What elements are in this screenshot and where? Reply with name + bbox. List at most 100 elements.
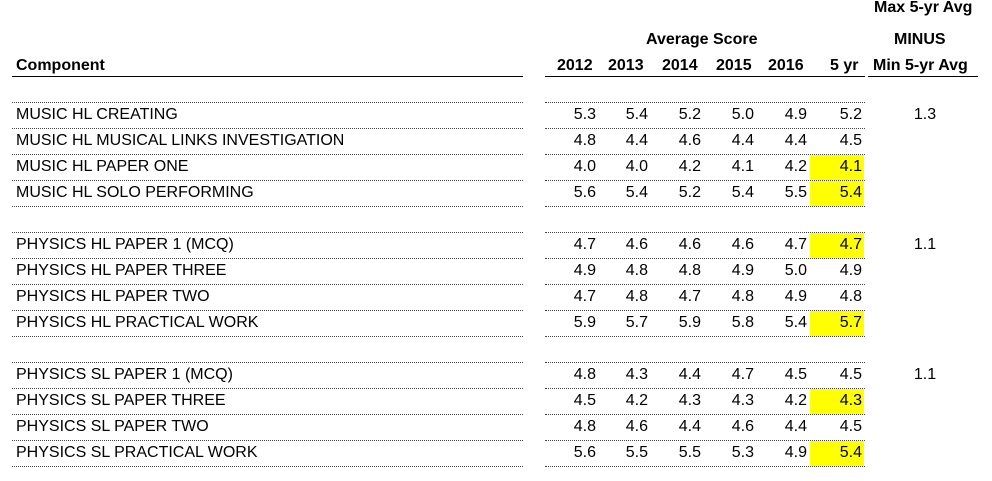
- score-cell: 4.6: [678, 132, 701, 149]
- maxmin-value: 1.1: [913, 236, 937, 253]
- score-cell: 5.4: [625, 184, 648, 201]
- score-cell: 5.7: [625, 314, 648, 331]
- highlight-fill: [810, 311, 864, 336]
- score-cell: 5.9: [678, 314, 701, 331]
- score-cell: 4.9: [731, 262, 754, 279]
- header-year-2016: 2016: [768, 57, 804, 74]
- score-cell: 4.8: [625, 262, 648, 279]
- score-cell: 4.5: [573, 392, 596, 409]
- five-year-average: 5.4: [839, 444, 862, 461]
- score-cell: 5.2: [678, 106, 701, 123]
- row-separator: [545, 258, 865, 259]
- five-year-average: 4.7: [839, 236, 862, 253]
- component-name: MUSIC HL MUSICAL LINKS INVESTIGATION: [16, 132, 345, 149]
- score-cell: 4.6: [731, 236, 754, 253]
- score-cell: 4.2: [784, 392, 807, 409]
- score-cell: 4.8: [678, 262, 701, 279]
- score-cell: 5.4: [625, 106, 648, 123]
- row-separator: [12, 310, 523, 311]
- row-separator: [545, 128, 865, 129]
- group-separator: [12, 102, 523, 103]
- component-name: PHYSICS HL PAPER 1 (MCQ): [16, 236, 234, 253]
- score-cell: 4.3: [731, 392, 754, 409]
- score-cell: 4.7: [573, 236, 596, 253]
- row-separator: [12, 388, 523, 389]
- component-name: PHYSICS SL PRACTICAL WORK: [16, 444, 258, 461]
- highlight-fill: [810, 441, 864, 466]
- header-underline-scores: [545, 76, 865, 77]
- score-cell: 4.6: [625, 418, 648, 435]
- score-cell: 4.7: [678, 288, 701, 305]
- row-separator: [12, 466, 523, 467]
- group-separator: [545, 362, 865, 363]
- row-separator: [12, 440, 523, 441]
- row-separator: [545, 180, 865, 181]
- group-separator: [545, 232, 865, 233]
- header-5yr: 5 yr: [830, 57, 859, 74]
- score-cell: 4.4: [625, 132, 648, 149]
- score-cell: 4.0: [625, 158, 648, 175]
- row-separator: [12, 258, 523, 259]
- header-component: Component: [16, 57, 105, 74]
- header-underline-component: [12, 76, 523, 77]
- component-name: MUSIC HL SOLO PERFORMING: [16, 184, 254, 201]
- score-cell: 4.9: [784, 106, 807, 123]
- score-cell: 4.8: [573, 418, 596, 435]
- score-cell: 5.5: [784, 184, 807, 201]
- five-year-average: 5.4: [839, 184, 862, 201]
- header-year-2015: 2015: [716, 57, 752, 74]
- row-separator: [545, 310, 865, 311]
- header-year-2014: 2014: [662, 57, 698, 74]
- score-cell: 4.7: [784, 236, 807, 253]
- five-year-average: 4.5: [839, 132, 862, 149]
- score-cell: 4.0: [573, 158, 596, 175]
- highlight-fill: [810, 155, 864, 180]
- score-cell: 4.6: [625, 236, 648, 253]
- header-year-2012: 2012: [557, 57, 593, 74]
- component-name: MUSIC HL PAPER ONE: [16, 158, 189, 175]
- score-cell: 4.9: [784, 444, 807, 461]
- maxmin-value: 1.1: [913, 366, 937, 383]
- score-cell: 5.6: [573, 444, 596, 461]
- score-cell: 4.3: [625, 366, 648, 383]
- five-year-average: 5.2: [839, 106, 862, 123]
- score-cell: 4.7: [731, 366, 754, 383]
- row-separator: [545, 206, 865, 207]
- score-cell: 4.8: [625, 288, 648, 305]
- score-cell: 4.7: [573, 288, 596, 305]
- score-cell: 4.4: [784, 132, 807, 149]
- row-separator: [545, 154, 865, 155]
- score-cell: 5.3: [731, 444, 754, 461]
- highlight-fill: [810, 233, 864, 258]
- row-separator: [12, 206, 523, 207]
- score-cell: 4.4: [731, 132, 754, 149]
- score-cell: 4.8: [731, 288, 754, 305]
- maxmin-value: 1.3: [913, 106, 937, 123]
- component-name: MUSIC HL CREATING: [16, 106, 178, 123]
- group-separator: [12, 232, 523, 233]
- component-name: PHYSICS HL PRACTICAL WORK: [16, 314, 259, 331]
- row-separator: [12, 128, 523, 129]
- score-cell: 5.0: [731, 106, 754, 123]
- header-underline-maxmin: [868, 76, 978, 77]
- row-separator: [545, 414, 865, 415]
- score-cell: 4.2: [678, 158, 701, 175]
- five-year-average: 4.8: [839, 288, 862, 305]
- group-separator: [12, 362, 523, 363]
- score-cell: 4.1: [731, 158, 754, 175]
- header-average-score: Average Score: [646, 31, 758, 48]
- score-cell: 5.3: [573, 106, 596, 123]
- score-cell: 4.9: [784, 288, 807, 305]
- five-year-average: 4.3: [839, 392, 862, 409]
- score-cell: 5.9: [573, 314, 596, 331]
- five-year-average: 4.5: [839, 418, 862, 435]
- score-cell: 5.2: [678, 184, 701, 201]
- row-separator: [545, 336, 865, 337]
- highlight-fill: [810, 389, 864, 414]
- score-cell: 4.4: [784, 418, 807, 435]
- score-cell: 4.3: [678, 392, 701, 409]
- header-maxmin-line2: MINUS: [894, 31, 946, 48]
- score-cell: 4.2: [784, 158, 807, 175]
- row-separator: [12, 284, 523, 285]
- score-cell: 5.5: [678, 444, 701, 461]
